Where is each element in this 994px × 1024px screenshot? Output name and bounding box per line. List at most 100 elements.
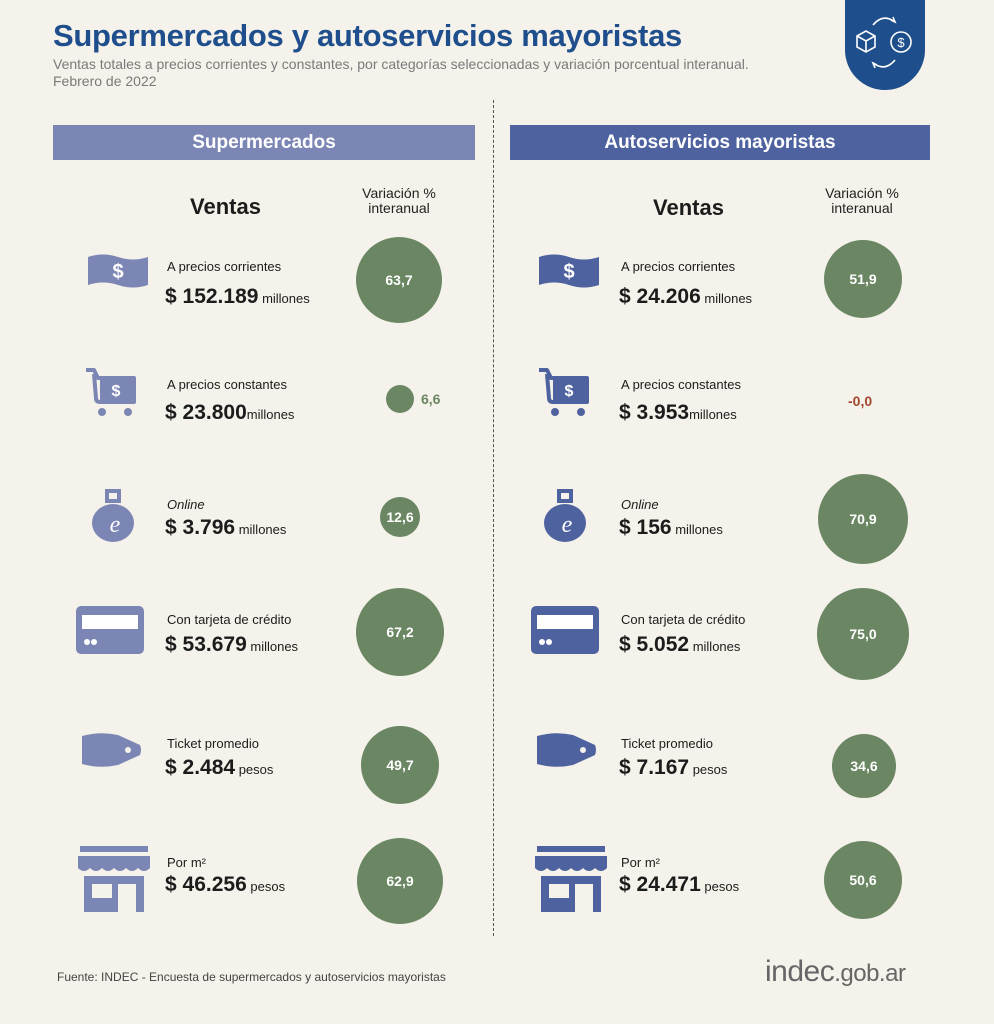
page-title: Supermercados y autoservicios mayoristas xyxy=(53,18,682,53)
row-value: $ 53.679 millones xyxy=(165,633,298,657)
row-label: Online xyxy=(167,497,205,512)
variation-circle: 63,7 xyxy=(356,237,442,323)
row-unit: pesos xyxy=(250,879,286,894)
variation-circle: 75,0 xyxy=(817,588,909,680)
row-amount: $ 24.206 xyxy=(619,285,701,308)
topic-badge: $ xyxy=(845,0,925,90)
row-amount: $ 7.167 xyxy=(619,756,690,779)
ventas-heading-left: Ventas xyxy=(190,194,261,219)
row-label: Por m² xyxy=(621,855,660,870)
brand-logo: indec.gob.ar xyxy=(765,955,906,989)
row-unit: millones xyxy=(238,522,287,537)
svg-text:$: $ xyxy=(897,35,905,50)
cart-icon: $ xyxy=(537,366,591,425)
online-bag-icon: e xyxy=(91,489,135,548)
banknote-icon: $ xyxy=(539,254,599,293)
variacion-heading-line1: Variación % xyxy=(825,185,899,201)
column-divider xyxy=(493,100,494,936)
row-value: $ 3.953millones xyxy=(619,401,737,425)
row-value: $ 24.206 millones xyxy=(619,285,752,309)
row-amount: $ 3.796 xyxy=(165,516,236,539)
credit-card-icon xyxy=(531,606,599,659)
row-label: A precios constantes xyxy=(621,377,741,392)
cart-icon: $ xyxy=(84,366,138,425)
row-amount: $ 2.484 xyxy=(165,756,236,779)
row-label: Online xyxy=(621,497,659,512)
row-amount: $ 5.052 xyxy=(619,633,690,656)
exchange-icon: $ xyxy=(856,16,912,69)
row-amount: $ 24.471 xyxy=(619,873,701,896)
variation-circle: 34,6 xyxy=(832,734,896,798)
svg-text:e: e xyxy=(110,512,121,538)
svg-text:$: $ xyxy=(112,383,121,400)
row-value: $ 2.484 pesos xyxy=(165,756,273,780)
variation-circle: 12,6 xyxy=(380,497,420,537)
row-label: A precios constantes xyxy=(167,377,287,392)
svg-text:$: $ xyxy=(112,261,123,283)
row-amount: $ 46.256 xyxy=(165,873,247,896)
svg-text:e: e xyxy=(562,512,573,538)
svg-text:$: $ xyxy=(565,383,574,400)
variation-circle: 67,2 xyxy=(356,588,444,676)
row-value: $ 3.796 millones xyxy=(165,516,286,540)
row-amount: $ 53.679 xyxy=(165,633,247,656)
row-unit: millones xyxy=(262,291,310,306)
row-unit: millones xyxy=(250,639,299,654)
brand-name: indec xyxy=(765,955,835,988)
row-value: $ 24.471 pesos xyxy=(619,873,739,897)
variacion-heading-line1: Variación % xyxy=(362,185,436,201)
row-value: $ 152.189 millones xyxy=(165,285,310,309)
row-label: A precios corrientes xyxy=(167,259,282,274)
row-unit: millones xyxy=(689,407,737,422)
supermercados-header: Supermercados xyxy=(53,125,475,160)
price-tag-icon xyxy=(80,733,142,772)
row-unit: pesos xyxy=(692,762,728,777)
mayoristas-header: Autoservicios mayoristas xyxy=(510,125,930,160)
variation-circle: 49,7 xyxy=(361,726,439,804)
credit-card-icon xyxy=(76,606,144,659)
row-label: A precios corrientes xyxy=(621,259,736,274)
variation-circle: 62,9 xyxy=(357,838,443,924)
storefront-icon xyxy=(535,846,607,917)
row-unit: millones xyxy=(692,639,741,654)
subtitle-description: Ventas totales a precios corrientes y co… xyxy=(53,56,749,72)
variacion-heading-right: Variación % interanual xyxy=(792,186,932,216)
variation-circle: 70,9 xyxy=(818,474,908,564)
row-value: $ 7.167 pesos xyxy=(619,756,727,780)
variation-value: -0,0 xyxy=(848,393,873,409)
row-value: $ 5.052 millones xyxy=(619,633,740,657)
variacion-heading-line2: interanual xyxy=(831,200,893,216)
row-value: $ 156 millones xyxy=(619,516,723,540)
row-label: Ticket promedio xyxy=(621,736,713,751)
row-value: $ 46.256 pesos xyxy=(165,873,285,897)
source-note: Fuente: INDEC - Encuesta de supermercado… xyxy=(57,970,446,984)
svg-text:$: $ xyxy=(563,261,574,283)
storefront-icon xyxy=(78,846,150,917)
row-amount: $ 3.953 xyxy=(619,401,690,424)
row-unit: pesos xyxy=(238,762,274,777)
ventas-heading-right: Ventas xyxy=(653,195,724,220)
brand-domain: .gob.ar xyxy=(834,960,906,987)
row-amount: $ 152.189 xyxy=(165,285,259,308)
row-unit: pesos xyxy=(704,879,740,894)
variation-circle: 51,9 xyxy=(824,240,902,318)
row-unit: millones xyxy=(704,291,753,306)
row-label: Con tarjeta de crédito xyxy=(621,612,746,627)
row-label: Con tarjeta de crédito xyxy=(167,612,292,627)
banknote-icon: $ xyxy=(88,254,148,293)
variacion-heading-line2: interanual xyxy=(368,200,430,216)
variation-value: 6,6 xyxy=(421,391,441,407)
row-amount: $ 156 xyxy=(619,516,672,539)
row-value: $ 23.800millones xyxy=(165,401,294,425)
variation-circle: 50,6 xyxy=(824,841,902,919)
row-label: Ticket promedio xyxy=(167,736,259,751)
row-label: Por m² xyxy=(167,855,206,870)
page-subtitle: Ventas totales a precios corrientes y co… xyxy=(53,56,749,90)
subtitle-date: Febrero de 2022 xyxy=(53,73,157,89)
variation-circle xyxy=(386,385,414,413)
row-unit: millones xyxy=(246,407,295,422)
online-bag-icon: e xyxy=(543,489,587,548)
row-amount: $ 23.800 xyxy=(165,401,247,424)
row-unit: millones xyxy=(675,522,723,537)
